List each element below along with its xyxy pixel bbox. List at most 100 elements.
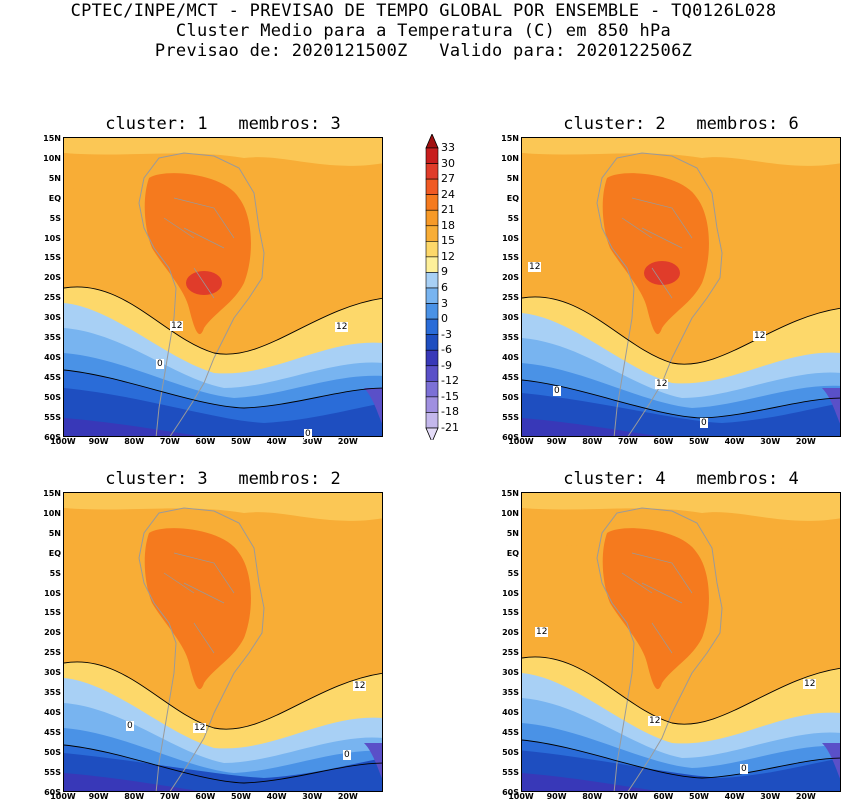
lon-tick-label: 50W xyxy=(231,437,251,446)
field-warm-core xyxy=(602,173,709,335)
colorbar-value-label: 0 xyxy=(441,312,448,326)
lat-tick-label: 15S xyxy=(44,608,61,618)
field-band-purple-east xyxy=(822,388,840,424)
field-band-purple xyxy=(522,418,658,436)
contour-line-12 xyxy=(64,661,382,730)
panel-title-3: cluster: 3 membros: 2 xyxy=(105,469,341,489)
lat-tick-label: 10S xyxy=(44,588,61,598)
field-band-north-orange xyxy=(522,508,840,553)
contour-value-label: 12 xyxy=(353,681,367,691)
colorbar-value-label: 9 xyxy=(441,265,448,279)
lat-tick-label: 35S xyxy=(502,333,519,342)
contour-line-12 xyxy=(522,656,840,725)
contour-value-label: 0 xyxy=(156,359,164,369)
field-warm-core xyxy=(144,173,251,335)
field-band-north xyxy=(522,138,840,166)
lat-tick-label: 5N xyxy=(506,173,519,183)
map-panel-cluster-3 xyxy=(63,492,383,792)
colorbar-segment xyxy=(425,209,439,227)
lat-tick-label: 40S xyxy=(502,707,519,717)
contour-value-label: 12 xyxy=(803,679,817,689)
lat-tick-label: 5N xyxy=(506,528,519,538)
field-band-north xyxy=(64,138,382,166)
contour-value-label: 12 xyxy=(535,627,549,637)
lat-tick-label: EQ xyxy=(506,548,519,558)
panel-title-4: cluster: 4 membros: 4 xyxy=(563,469,799,489)
lat-tick-label: 5S xyxy=(507,568,519,578)
lon-tick-label: 40W xyxy=(724,437,745,446)
colorbar-segment xyxy=(425,194,439,211)
contour-value-label: 12 xyxy=(335,322,349,332)
subtitle-dates: Previsao de: 2020121500Z Valido para: 20… xyxy=(154,41,693,61)
colorbar-value-label: -6 xyxy=(441,343,452,357)
lat-tick-label: 20S xyxy=(502,628,519,638)
contour-line-0 xyxy=(522,739,840,779)
lat-tick-label: 20S xyxy=(44,628,61,638)
lat-tick-label: 60S xyxy=(44,787,61,797)
lon-tick-label: 80W xyxy=(124,437,145,446)
lat-tick-label: 25S xyxy=(502,648,519,658)
lat-tick-label: 60S xyxy=(44,432,61,442)
lat-tick-label: EQ xyxy=(48,193,61,203)
colorbar-value-label: -9 xyxy=(441,358,452,372)
colorbar-segment xyxy=(425,349,439,367)
lon-tick-label: 40W xyxy=(266,792,287,801)
lat-tick-label: 5S xyxy=(49,213,61,223)
lat-tick-label: 10N xyxy=(501,153,519,163)
contour-value-label: 12 xyxy=(193,723,207,733)
lon-tick-label: 100W xyxy=(50,792,76,801)
colorbar-value-label: 24 xyxy=(441,187,455,201)
lat-tick-label: 45S xyxy=(44,727,61,737)
field-band-north-orange xyxy=(522,153,840,198)
lat-tick-label: 10N xyxy=(43,508,61,518)
contour-line-12 xyxy=(522,296,840,365)
lon-tick-label: 50W xyxy=(231,792,251,801)
colorbar-segment xyxy=(425,287,439,304)
lon-tick-label: 30W xyxy=(302,792,323,801)
colorbar-value-label: 3 xyxy=(441,296,448,310)
field-warm-core xyxy=(602,528,709,690)
colorbar-segment xyxy=(425,147,439,164)
contour-value-label: 0 xyxy=(304,429,312,439)
colorbar-segment xyxy=(425,163,439,180)
field-band-purple-east xyxy=(822,743,840,779)
lon-tick-label: 70W xyxy=(159,792,180,801)
lat-tick-label: 5N xyxy=(48,173,61,183)
lat-tick-label: 15S xyxy=(44,253,61,263)
lon-tick-label: 100W xyxy=(50,437,76,446)
lat-tick-label: 50S xyxy=(502,747,519,757)
lat-tick-label: 50S xyxy=(44,392,61,402)
lon-tick-label: 20W xyxy=(795,792,816,801)
lon-tick-label: 70W xyxy=(617,437,638,446)
lat-tick-label: 5S xyxy=(507,213,519,223)
contour-value-label: 12 xyxy=(528,262,542,272)
lat-tick-label: 45S xyxy=(44,372,61,382)
lat-tick-label: 40S xyxy=(502,352,519,362)
field-band-north-orange xyxy=(64,508,382,553)
field-band-purple-east xyxy=(364,388,382,424)
panel-title-1: cluster: 1 membros: 3 xyxy=(105,114,341,134)
lon-tick-label: 20W xyxy=(337,437,358,446)
lat-tick-label: 50S xyxy=(502,392,519,402)
lat-tick-label: 55S xyxy=(44,412,61,422)
lon-tick-label: 70W xyxy=(617,792,638,801)
contour-value-label: 0 xyxy=(126,721,134,731)
lat-tick-label: 15N xyxy=(501,134,519,143)
panel-title-2: cluster: 2 membros: 6 xyxy=(563,114,799,134)
main-title: CPTEC/INPE/MCT - PREVISAO DE TEMPO GLOBA… xyxy=(70,1,777,21)
contour-value-label: 0 xyxy=(343,750,351,760)
field-band-blue4 xyxy=(522,393,840,436)
lon-tick-label: 90W xyxy=(546,437,567,446)
lon-tick-label: 50W xyxy=(689,792,709,801)
lat-tick-label: 30S xyxy=(44,668,61,678)
lon-tick-label: 80W xyxy=(124,792,145,801)
lon-tick-label: 50W xyxy=(689,437,709,446)
colorbar-segment xyxy=(425,272,439,289)
colorbar-segment xyxy=(425,256,439,273)
lat-tick-label: 55S xyxy=(44,767,61,777)
colorbar-bottom-triangle xyxy=(425,427,439,440)
colorbar-value-label: 18 xyxy=(441,218,455,232)
colorbar-value-label: 15 xyxy=(441,234,455,248)
lat-tick-label: 15N xyxy=(43,134,61,143)
contour-value-label: 0 xyxy=(553,386,561,396)
